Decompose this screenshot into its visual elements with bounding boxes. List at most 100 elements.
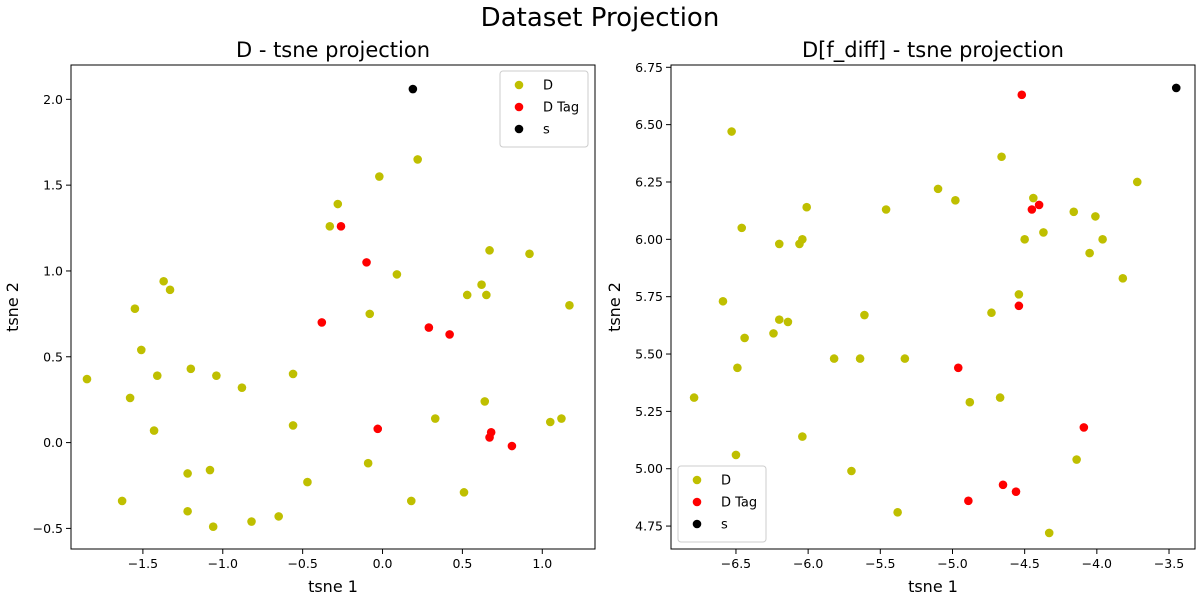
left-point-d [183, 469, 192, 478]
left-point-d-tag [445, 330, 454, 339]
left-xtick-label: 1.0 [532, 556, 552, 571]
right-legend-label-s: s [721, 518, 728, 533]
right-plot-ylabel: tsne 2 [605, 282, 624, 332]
left-point-d [485, 246, 494, 255]
right-point-d [718, 296, 728, 306]
left-point-d [165, 285, 175, 295]
right-point-d [893, 507, 902, 517]
right-point-s [1171, 83, 1181, 93]
left-point-d [152, 371, 162, 380]
right-point-d [769, 329, 778, 338]
left-point-d [82, 374, 92, 384]
right-point-d [881, 205, 891, 214]
right-ytick-label: 5.50 [635, 347, 663, 362]
right-xtick-label: −4.5 [1009, 556, 1039, 571]
left-legend-marker-s [514, 124, 524, 134]
right-point-d [1132, 177, 1142, 187]
right-point-d [774, 239, 784, 249]
left-legend-marker-d-tag [514, 102, 524, 112]
right-legend-marker-d-tag [692, 497, 702, 507]
right-legend-label-d-tag: D Tag [721, 496, 757, 511]
left-point-d [480, 397, 490, 406]
right-point-d [1072, 455, 1081, 464]
right-plot-ticks: −6.5 −6.0 −5.5 −5.0 −4.5 −4.0 −3.5 4.75 5.00 5.25… [635, 60, 1184, 571]
figure-title: Dataset Projection [481, 3, 720, 33]
right-point-d [737, 223, 747, 233]
left-point-d [375, 172, 384, 181]
left-point-d [482, 290, 491, 300]
right-point-d-tag [998, 480, 1008, 490]
right-legend-marker-s [692, 519, 702, 529]
right-point-d-tag [964, 496, 973, 506]
left-xtick-label: −0.5 [287, 556, 317, 571]
left-plot-panel: D - tsne projection tsne 1 tsne 2 −1.5 −1… [3, 38, 596, 596]
left-ytick-label: 1.5 [43, 178, 63, 193]
left-plot-xlabel: tsne 1 [308, 577, 358, 596]
left-point-d [117, 496, 127, 506]
left-point-d [462, 290, 472, 300]
left-plot-legend: D D Tag s [499, 70, 589, 148]
right-ytick-label: 6.75 [635, 60, 663, 75]
left-point-d [205, 465, 215, 475]
right-point-d [1020, 235, 1029, 244]
right-point-d [733, 363, 742, 373]
right-plot-marks [689, 83, 1181, 538]
left-ytick-label: 0.5 [43, 349, 63, 364]
left-point-d [430, 414, 440, 423]
left-xtick-label: 0.0 [373, 556, 393, 571]
left-point-d [183, 506, 192, 516]
right-plot-xlabel: tsne 1 [908, 577, 958, 596]
right-ytick-label: 6.00 [635, 232, 663, 247]
right-plot-legend: D D Tag s [677, 465, 767, 543]
left-point-d [363, 458, 373, 468]
right-point-d [740, 333, 749, 343]
right-xtick-label: −5.0 [937, 556, 967, 571]
left-xtick-label: −1.0 [208, 556, 238, 571]
right-legend-marker-d [692, 475, 702, 485]
right-point-d [900, 354, 910, 363]
right-point-d [798, 432, 807, 441]
left-point-d-tag [424, 323, 434, 332]
left-point-d [288, 369, 298, 379]
right-ytick-label: 4.75 [635, 519, 663, 534]
left-legend-label-d: D [543, 79, 553, 94]
right-point-d [1118, 274, 1128, 283]
left-legend-label-s: s [543, 123, 550, 138]
right-plot-title: D[f_diff] - tsne projection [802, 38, 1064, 63]
right-point-d-tag [1027, 205, 1037, 214]
right-point-d [829, 354, 839, 363]
left-point-d [288, 421, 298, 430]
right-xtick-label: −6.0 [793, 556, 823, 571]
left-point-d-tag [336, 222, 346, 231]
right-point-d [774, 315, 784, 324]
right-point-d [783, 317, 793, 327]
left-point-d [159, 276, 168, 286]
left-point-d [208, 522, 218, 531]
right-point-d [1091, 212, 1100, 221]
left-point-d-tag [507, 441, 517, 451]
left-plot-marks [82, 84, 574, 531]
left-point-d [274, 512, 283, 521]
left-point-d [525, 249, 534, 259]
right-point-d [1085, 248, 1094, 258]
left-xtick-label: −1.5 [128, 556, 158, 571]
right-point-d-tag [1014, 301, 1024, 311]
right-point-d [933, 184, 943, 194]
left-point-d [365, 309, 375, 319]
left-point-d [125, 393, 135, 403]
right-point-d [997, 152, 1006, 162]
right-point-d [1069, 207, 1079, 217]
left-plot-title: D - tsne projection [236, 38, 430, 62]
right-point-d [965, 397, 975, 407]
left-ytick-label: 2.0 [43, 92, 63, 107]
left-point-d-tag [485, 433, 494, 442]
left-point-d [333, 199, 343, 209]
right-legend-label-d: D [721, 474, 731, 489]
right-ytick-label: 6.25 [635, 174, 663, 189]
right-point-d-tag [1079, 423, 1089, 432]
left-point-d-tag [317, 318, 327, 327]
left-legend-marker-d [514, 80, 524, 90]
left-point-d [406, 496, 416, 506]
right-point-d [855, 354, 865, 363]
